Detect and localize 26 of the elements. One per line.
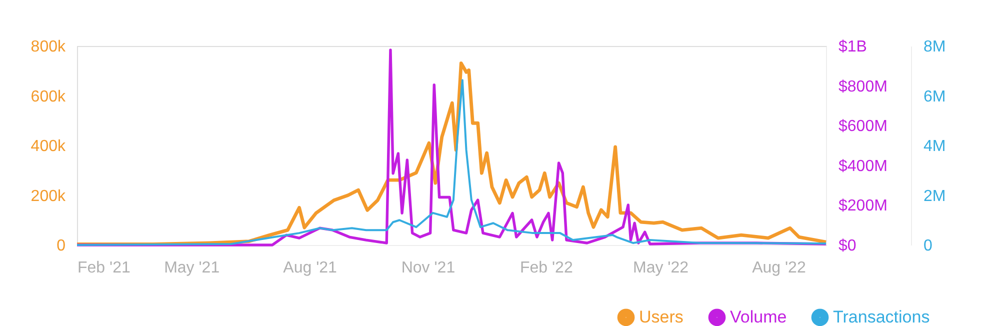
y3-tick-label: 8M [924, 38, 946, 56]
y3-tick-label: 2M [924, 188, 946, 205]
y-tick-label: 200k [30, 188, 66, 205]
y2-tick-label: $200M [838, 198, 888, 215]
y3-tick-label: 6M [924, 88, 946, 106]
y2-tick-label: $1B [838, 38, 867, 56]
x-tick-label: Feb '22 [520, 260, 573, 276]
x-tick-label: Aug '22 [752, 260, 806, 276]
legend-label: Users [639, 307, 684, 326]
y2-tick-label: $800M [838, 78, 888, 96]
y2-tick-label: $600M [838, 118, 888, 136]
x-tick-label: Feb '21 [78, 260, 130, 276]
x-tick-label: May '22 [633, 260, 689, 276]
y2-tick-label: $400M [838, 158, 888, 175]
y-tick-label: 800k [30, 38, 66, 56]
x-tick-label: Aug '21 [283, 260, 338, 276]
legend-label: Volume [730, 307, 787, 326]
y3-tick-label: 4M [924, 138, 946, 155]
x-tick-label: May '21 [164, 260, 220, 276]
legend-label: Transactions [833, 307, 930, 326]
x-tick-label: Nov '21 [401, 260, 456, 276]
y-tick-label: 0 [56, 238, 66, 254]
y-tick-label: 600k [30, 88, 66, 106]
y-tick-label: 400k [30, 138, 66, 155]
y2-tick-label: $0 [838, 238, 856, 254]
y3-tick-label: 0 [924, 238, 932, 254]
